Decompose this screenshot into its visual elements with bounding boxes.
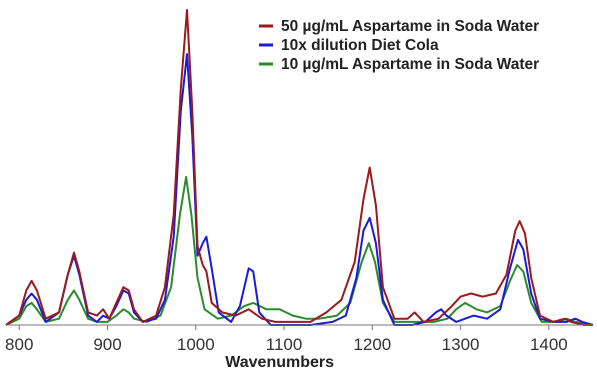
legend-label: 10 µg/mL Aspartame in Soda Water	[281, 56, 539, 73]
x-tick-label: 1000	[177, 335, 215, 354]
x-tick-label: 1200	[353, 335, 391, 354]
x-axis-title: Wavenumbers	[225, 354, 334, 371]
series-layer	[5, 9, 594, 326]
x-axis-ticks: 800 900 1000 1100 1200 1300 1400	[5, 325, 568, 354]
x-tick-label: 1300	[442, 335, 480, 354]
series-line-3	[5, 176, 594, 326]
x-tick-label: 1100	[266, 335, 303, 354]
legend-label: 50 µg/mL Aspartame in Soda Water	[281, 18, 539, 35]
legend: 50 µg/mL Aspartame in Soda Water 10x dilu…	[259, 18, 539, 73]
series-line-1	[5, 9, 593, 326]
x-tick-label: 900	[93, 335, 121, 354]
x-tick-label: 800	[5, 335, 33, 354]
legend-label: 10x dilution Diet Cola	[281, 37, 439, 54]
series-line-2	[5, 53, 594, 326]
x-tick-label: 1400	[530, 335, 568, 354]
